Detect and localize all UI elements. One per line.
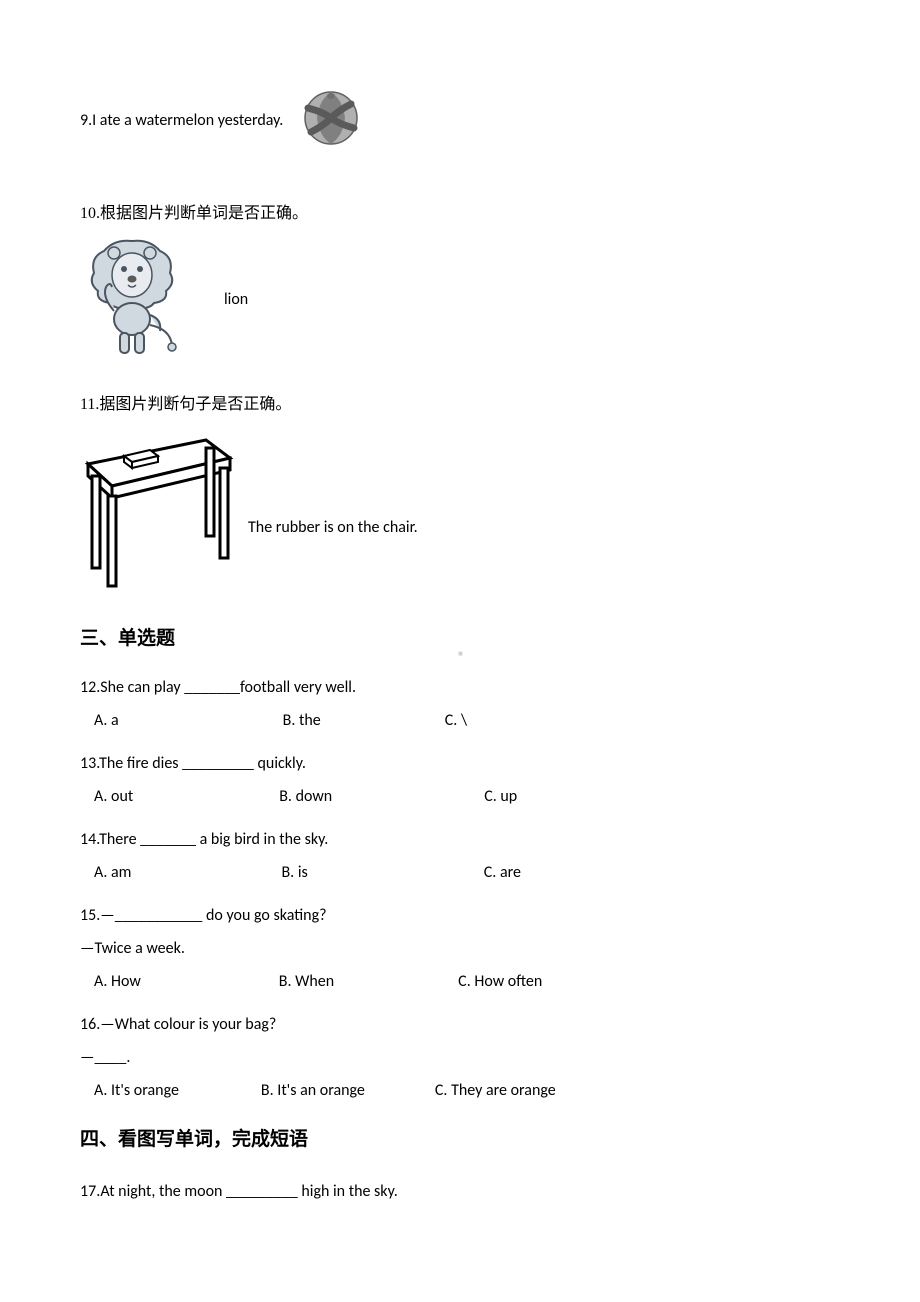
q12-option-a: A. a <box>80 711 119 730</box>
q14-options: A. am B. is C. are <box>80 863 840 882</box>
q15-options: A. How B. When C. How often <box>80 972 840 991</box>
q10-word: lion <box>224 290 248 309</box>
q13-option-a: A. out <box>80 787 133 806</box>
q14-option-a: A. am <box>80 863 131 882</box>
section-4-heading: 四、看图写单词，完成短语 <box>80 1124 840 1151</box>
section-3-heading: 三、单选题 <box>80 623 840 650</box>
q16-options: A. It's orange B. It's an orange C. They… <box>80 1081 840 1100</box>
q16-option-b: B. It's an orange <box>261 1081 365 1100</box>
q14-text: 14.There _______ a big bird in the sky. <box>80 830 840 849</box>
q15-sub: —Twice a week. <box>80 939 840 958</box>
q14-option-b: B. is <box>281 863 307 882</box>
q13-text: 13.The fire dies _________ quickly. <box>80 754 840 773</box>
q14-option-c: C. are <box>484 863 521 882</box>
q16-sub: —____. <box>80 1048 840 1067</box>
section-4: 四、看图写单词，完成短语 17.At night, the moon _____… <box>80 1124 840 1205</box>
table-icon <box>80 428 238 593</box>
question-9: 9.I ate a watermelon yesterday. <box>80 90 840 151</box>
q16-option-c: C. They are orange <box>435 1081 556 1100</box>
q15-option-c: C. How often <box>458 972 542 991</box>
q15-option-a: A. How <box>80 972 141 991</box>
question-11: 11.据图片判断句子是否正确。 The rubber is on the cha… <box>80 390 840 593</box>
q15-text: 15.—___________ do you go skating? <box>80 906 840 925</box>
q11-caption: The rubber is on the chair. <box>248 518 418 593</box>
q13-options: A. out B. down C. up <box>80 787 840 806</box>
q16-option-a: A. It's orange <box>80 1081 179 1100</box>
lion-icon <box>80 237 184 362</box>
q12-option-b: B. the <box>283 711 321 730</box>
question-10: 10.根据图片判断单词是否正确。 <box>80 199 840 362</box>
q17-text: 17.At night, the moon _________ high in … <box>80 1179 840 1205</box>
q12-options: A. a B. the ■ C. \ <box>80 711 840 730</box>
q16-text: 16.—What colour is your bag? <box>80 1015 840 1034</box>
q13-option-b: B. down <box>279 787 332 806</box>
q13-option-c: C. up <box>484 787 517 806</box>
q12-option-c: C. \ <box>445 711 467 730</box>
q9-text: 9.I ate a watermelon yesterday. <box>80 111 283 130</box>
q12-text: 12.She can play _______football very wel… <box>80 678 840 697</box>
q10-intro: 10.根据图片判断单词是否正确。 <box>80 199 840 223</box>
q15-option-b: B. When <box>279 972 334 991</box>
q11-intro: 11.据图片判断句子是否正确。 <box>80 390 840 414</box>
watermark-icon: ■ <box>458 649 463 659</box>
watermelon-icon <box>303 90 359 151</box>
